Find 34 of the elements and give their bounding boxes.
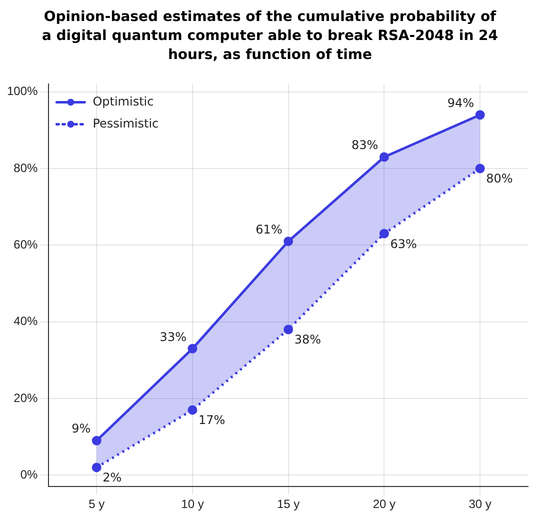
point [475,164,485,174]
point [284,236,294,246]
y-tick-label: 100% [6,84,38,98]
x-tick-label: 10 y [181,497,204,512]
y-tick-label: 60% [14,237,38,252]
data-label: 2% [102,470,122,485]
point [475,110,485,120]
legend-label: Optimistic [92,94,154,108]
y-tick-label: 40% [14,314,38,328]
point [92,462,102,472]
data-label: 63% [390,236,417,251]
x-tick-label: 15 y [277,497,300,512]
y-tick-label: 20% [14,390,38,405]
legend-label: Pessimistic [92,116,159,130]
data-label: 38% [294,332,322,347]
data-label: 83% [352,138,378,152]
data-label: 9% [72,422,91,436]
chart-title: Opinion-based estimates of the cumulative probability of a digital quantum computer able to break RSA-2048 in 24 hours, as function of time [40,8,500,65]
data-label: 94% [447,96,474,110]
point [284,324,294,334]
data-label: 33% [160,330,186,344]
point [188,344,198,354]
x-tick-label: 5 y [88,497,105,512]
y-tick-label: 80% [14,160,38,175]
x-tick-label: 20 y [372,497,396,512]
data-label: 17% [198,413,226,428]
y-tick-label: 0% [20,467,38,482]
point [379,228,389,238]
point [188,405,198,415]
point [92,436,102,446]
data-label: 80% [486,172,513,186]
data-label: 61% [256,222,282,236]
point [379,152,389,162]
x-tick-label: 30 y [468,497,492,512]
